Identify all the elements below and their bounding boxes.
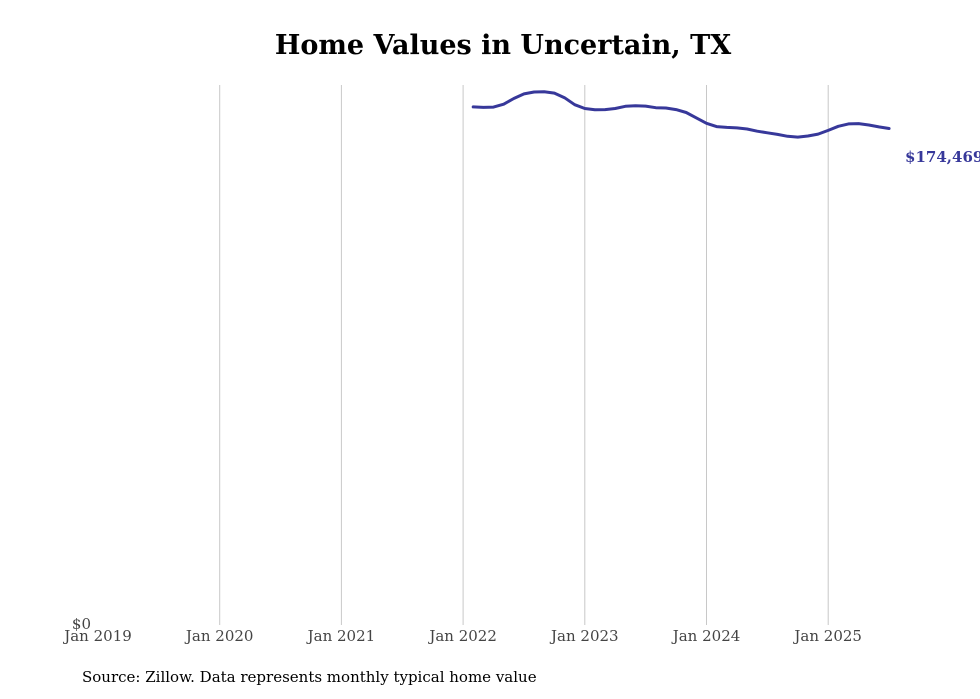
end-value-label: $174,469	[905, 148, 980, 166]
x-tick-label: Jan 2023	[549, 627, 619, 645]
y-tick-label: $0	[72, 615, 91, 633]
x-tick-label: Jan 2020	[184, 627, 254, 645]
x-tick-label: Jan 2022	[427, 627, 497, 645]
series-line-home-value	[471, 90, 891, 139]
x-tick-label: Jan 2025	[792, 627, 862, 645]
x-tick-label: Jan 2021	[306, 627, 376, 645]
source-note: Source: Zillow. Data represents monthly …	[82, 668, 537, 686]
grid-lines	[219, 85, 829, 625]
x-tick-label: Jan 2019	[62, 627, 132, 645]
y-axis: $0	[72, 615, 91, 633]
chart-title: Home Values in Uncertain, TX	[274, 30, 732, 61]
x-axis: Jan 2019 Jan 2020 Jan 2021 Jan 2022 Jan 2023…	[62, 627, 862, 645]
x-tick-label: Jan 2024	[671, 627, 741, 645]
